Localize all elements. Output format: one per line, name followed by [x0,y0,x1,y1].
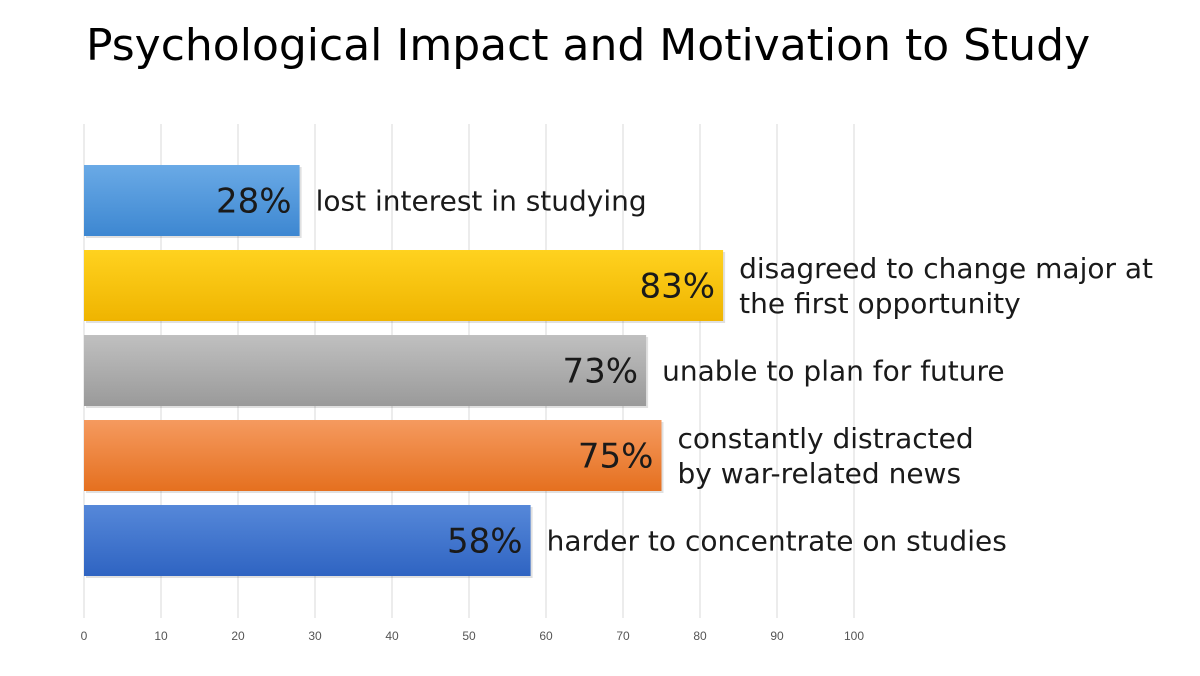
x-tick-label: 30 [308,629,322,643]
x-tick-label: 20 [231,629,245,643]
x-tick-label: 100 [844,629,864,643]
bar-value-label: 58% [447,522,523,562]
bar-group: 58% harder to concentrate on studies [84,505,1007,578]
bar [84,250,724,321]
x-tick-label: 10 [154,629,168,643]
bar-value-label: 28% [216,182,292,222]
bar-annotation: lost interest in studying [316,185,647,218]
bar-annotation: disagreed to change major at [739,252,1153,285]
bar-group: 73% unable to plan for future [84,335,1005,408]
bar-annotation: harder to concentrate on studies [547,525,1007,558]
x-axis-ticks: 0 10 20 30 40 50 60 70 80 90 100 [81,629,865,643]
x-tick-label: 90 [770,629,784,643]
bar [84,505,531,576]
bar-annotation: by war-related news [678,457,962,490]
bar [84,420,662,491]
x-tick-label: 40 [385,629,399,643]
bar-value-label: 75% [578,437,654,477]
bar [84,335,647,406]
bar-value-label: 83% [640,267,716,307]
x-tick-label: 50 [462,629,476,643]
x-tick-label: 0 [81,629,88,643]
bar-value-label: 73% [563,352,639,392]
x-tick-label: 80 [693,629,707,643]
x-tick-label: 60 [539,629,553,643]
bar-annotation: constantly distracted [678,422,974,455]
bar-annotation: the first opportunity [739,287,1021,320]
x-tick-label: 70 [616,629,630,643]
bar [84,165,300,236]
bar-annotation: unable to plan for future [662,355,1005,388]
bar-group: 28% lost interest in studying [84,165,647,238]
chart-title: Psychological Impact and Motivation to S… [86,20,1091,71]
bars: 28% lost interest in studying 83% disagreed… [84,165,1153,578]
